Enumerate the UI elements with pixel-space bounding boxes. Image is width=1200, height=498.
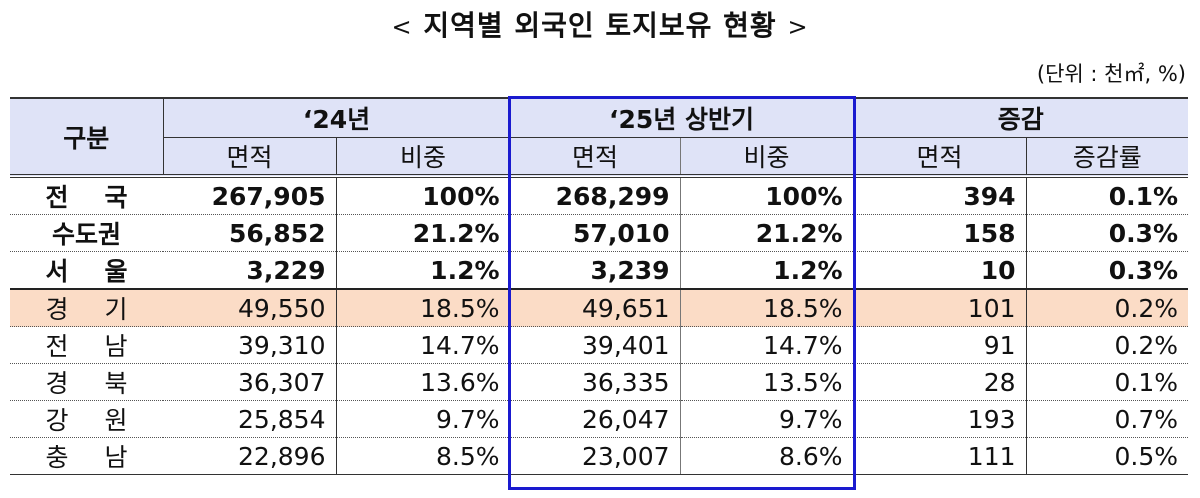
header-2025-share: 비중 — [679, 137, 854, 178]
share-2024: 21.2% — [335, 214, 511, 252]
share-2025: 8.6% — [679, 437, 854, 475]
area-2025: 26,047 — [509, 400, 681, 438]
header-group-change: 증감 — [852, 97, 1189, 138]
area-2024: 36,307 — [163, 363, 336, 401]
area-2025: 36,335 — [509, 363, 681, 401]
page-title: < 지역별 외국인 토지보유 현황 > — [0, 4, 1200, 44]
area-2025: 23,007 — [509, 437, 681, 475]
change-area: 10 — [852, 251, 1027, 290]
change-rate: 0.7% — [1025, 400, 1189, 438]
share-2025: 1.2% — [679, 251, 854, 290]
share-2025: 13.5% — [679, 363, 854, 401]
change-rate: 0.3% — [1025, 251, 1189, 290]
change-area: 193 — [852, 400, 1027, 438]
share-2025: 21.2% — [679, 214, 854, 252]
header-row-groups: 구분 ‘24년 ‘25년 상반기 증감 — [10, 97, 1189, 178]
land-holdings-table: 구분 ‘24년 ‘25년 상반기 증감 면적 비중 면적 비중 면적 증감률 전… — [10, 97, 1189, 475]
area-2024: 56,852 — [163, 214, 336, 252]
share-2025: 9.7% — [679, 400, 854, 438]
table-row-capital-area: 수도권 56,852 21.2% 57,010 21.2% 158 0.3% — [10, 214, 1189, 252]
region-cell: 수도권 — [10, 214, 163, 252]
change-area: 101 — [852, 289, 1027, 327]
share-2024: 9.7% — [335, 400, 511, 438]
header-group-2024: ‘24년 — [163, 97, 511, 138]
title-right-bracket: > — [787, 13, 809, 41]
share-2024: 18.5% — [335, 289, 511, 327]
change-area: 158 — [852, 214, 1027, 252]
area-2024: 22,896 — [163, 437, 336, 475]
change-rate: 0.3% — [1025, 214, 1189, 252]
change-area: 394 — [852, 176, 1027, 215]
share-2024: 14.7% — [335, 326, 511, 364]
area-2025: 49,651 — [509, 289, 681, 327]
change-rate: 0.2% — [1025, 289, 1189, 327]
area-2024: 3,229 — [163, 251, 336, 290]
change-area: 111 — [852, 437, 1027, 475]
change-rate: 0.5% — [1025, 437, 1189, 475]
header-category: 구분 — [10, 97, 164, 178]
area-2025: 3,239 — [509, 251, 681, 290]
title-text: 지역별 외국인 토지보유 현황 — [423, 9, 777, 42]
share-2024: 1.2% — [335, 251, 511, 290]
header-2024-share: 비중 — [335, 137, 511, 178]
change-rate: 0.1% — [1025, 176, 1189, 215]
area-2025: 268,299 — [509, 176, 681, 215]
area-2025: 39,401 — [509, 326, 681, 364]
area-2024: 25,854 — [163, 400, 336, 438]
header-change-area: 면적 — [852, 137, 1027, 178]
header-2025-area: 면적 — [509, 137, 681, 178]
area-2025: 57,010 — [509, 214, 681, 252]
change-rate: 0.2% — [1025, 326, 1189, 364]
header-row-columns: 면적 비중 면적 비중 면적 증감률 — [10, 137, 1189, 178]
area-2024: 267,905 — [163, 176, 336, 215]
header-group-2025h1: ‘25년 상반기 — [509, 97, 854, 138]
share-2025: 14.7% — [679, 326, 854, 364]
share-2025: 18.5% — [679, 289, 854, 327]
title-left-bracket: < — [391, 13, 413, 41]
change-rate: 0.1% — [1025, 363, 1189, 401]
share-2024: 100% — [335, 176, 511, 215]
share-2025: 100% — [679, 176, 854, 215]
share-2024: 8.5% — [335, 437, 511, 475]
change-area: 28 — [852, 363, 1027, 401]
share-2024: 13.6% — [335, 363, 511, 401]
change-area: 91 — [852, 326, 1027, 364]
header-2024-area: 면적 — [163, 137, 336, 178]
header-change-rate: 증감률 — [1025, 137, 1189, 178]
area-2024: 39,310 — [163, 326, 336, 364]
unit-label: (단위 : 천㎡, %) — [1036, 62, 1186, 86]
area-2024: 49,550 — [163, 289, 336, 327]
